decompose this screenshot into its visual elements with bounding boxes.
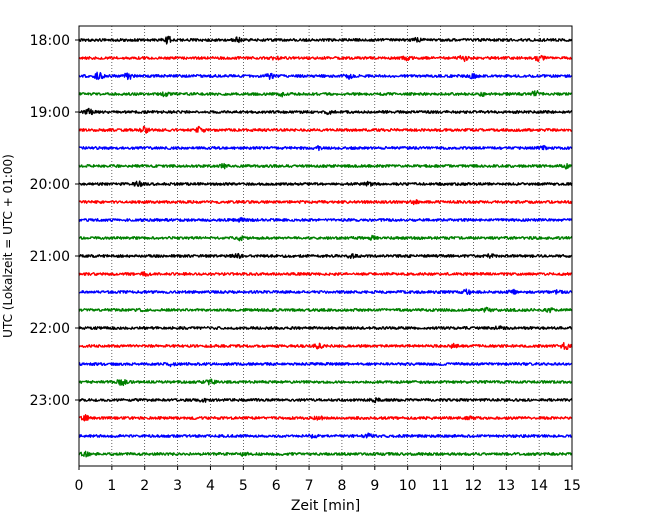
y-tick-label: 23:00 [30,393,70,409]
trace-1930 [78,144,573,152]
x-tick-label: 15 [563,478,581,494]
x-tick-label: 0 [75,478,84,494]
y-tick-label: 18:00 [30,33,70,49]
vertical-grid [111,26,540,466]
x-tick-label: 1 [107,478,116,494]
trace-2115 [78,270,573,277]
x-tick-label: 8 [337,478,346,494]
y-tick-label: 21:00 [30,249,70,265]
x-axis-label: Zeit [min] [291,498,360,514]
x-tick-label: 14 [530,478,548,494]
trace-1815 [78,54,573,63]
x-tick-label: 12 [464,478,482,494]
plot-frame [78,25,573,467]
y-tick-label: 19:00 [30,105,70,121]
trace-1915 [78,125,573,134]
x-tick-label: 3 [173,478,182,494]
trace-2330 [78,432,573,439]
trace-2315 [78,414,573,422]
x-tick-label: 10 [399,478,417,494]
trace-2345 [78,450,573,458]
trace-2230 [78,361,573,368]
trace-2015 [78,199,573,206]
x-tick-label: 2 [140,478,149,494]
x-tick-label: 9 [370,478,379,494]
trace-2215 [78,341,573,351]
trace-1900 [78,107,573,116]
x-tick-label: 11 [432,478,450,494]
x-tick-label: 6 [272,478,281,494]
trace-1830 [78,71,573,81]
trace-2130 [78,288,573,296]
trace-2000 [78,180,573,188]
trace-2300 [78,397,573,404]
trace-1800 [78,35,573,45]
trace-2200 [78,325,573,331]
x-tick-label: 4 [206,478,215,494]
trace-2100 [78,252,573,260]
trace-1845 [78,90,573,98]
trace-2145 [78,306,573,314]
trace-2045 [78,234,573,242]
x-axis-ticks: 0 1 2 3 4 5 6 7 8 9 10 11 12 13 14 15 [75,466,581,494]
y-tick-label: 22:00 [30,321,70,337]
y-tick-label: 20:00 [30,177,70,193]
x-tick-label: 7 [305,478,314,494]
trace-2030 [78,216,573,223]
seismic-traces [78,35,573,458]
y-axis-label: UTC (Lokalzeit = UTC + 01:00) [1,154,15,338]
trace-2245 [78,378,573,387]
trace-1945 [78,162,573,170]
x-tick-label: 13 [497,478,515,494]
y-axis-ticks: 18:00 19:00 20:00 21:00 22:00 23:00 [30,33,79,409]
x-tick-label: 5 [239,478,248,494]
